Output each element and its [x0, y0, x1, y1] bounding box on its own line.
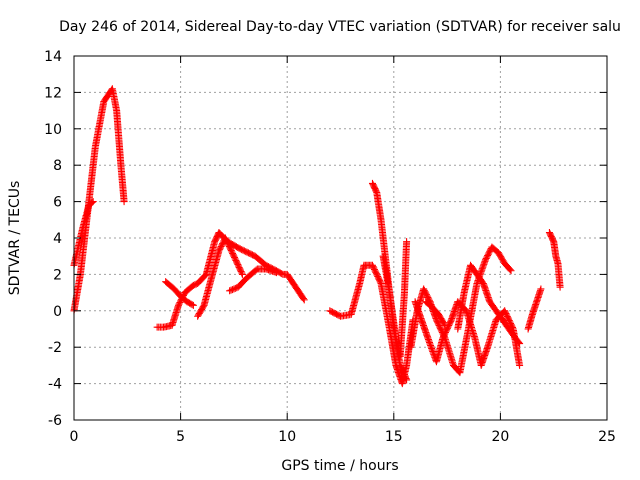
data-point — [89, 198, 97, 206]
series-arc-f — [226, 265, 281, 295]
data-point — [188, 301, 196, 309]
y-tick-label: 14 — [44, 49, 62, 65]
grid — [74, 56, 607, 420]
y-tick-label: 6 — [53, 195, 62, 211]
axis-ticks: 0 5 10 15 20 25 -6 -4 -2 0 2 4 6 8 10 12 14 — [44, 49, 616, 445]
x-tick-label: 5 — [176, 429, 185, 445]
data-point — [440, 320, 448, 328]
data-point — [506, 266, 514, 274]
data-point — [403, 376, 411, 384]
x-axis-label: GPS time / hours — [281, 458, 398, 474]
data-point — [507, 267, 515, 275]
data-point — [88, 199, 96, 207]
data-point — [120, 198, 128, 206]
x-tick-label: 10 — [278, 429, 296, 445]
series-arc-n — [524, 285, 545, 333]
x-tick-label: 20 — [491, 429, 509, 445]
data-point — [238, 270, 246, 278]
x-tick-label: 15 — [385, 429, 403, 445]
data-point — [515, 338, 523, 346]
data-point — [516, 340, 524, 348]
series-arc-e — [194, 234, 246, 320]
data-points — [70, 85, 564, 388]
data-point — [537, 285, 545, 293]
series-arc-m — [422, 298, 449, 329]
y-tick-label: 4 — [53, 231, 62, 247]
y-tick-label: 0 — [53, 304, 62, 320]
series-arc-i — [379, 238, 411, 360]
data-point — [299, 295, 307, 303]
data-point — [403, 238, 411, 246]
y-tick-label: 10 — [44, 122, 62, 138]
y-tick-label: -6 — [48, 413, 62, 429]
y-tick-label: 12 — [44, 85, 62, 101]
data-point — [556, 283, 564, 291]
x-tick-label: 0 — [70, 429, 79, 445]
data-point — [300, 296, 308, 304]
series-arc-l — [454, 261, 524, 348]
y-tick-label: 2 — [53, 267, 62, 283]
y-axis-label: SDTVAR / TECUs — [7, 181, 23, 296]
series-arc-d — [162, 278, 197, 309]
y-tick-label: -2 — [48, 340, 62, 356]
data-point — [376, 278, 384, 286]
data-point — [189, 301, 197, 309]
y-tick-label: 8 — [53, 158, 62, 174]
series-arc-o — [545, 229, 564, 291]
chart-title: Day 246 of 2014, Sidereal Day-to-day VTE… — [59, 19, 621, 35]
y-tick-label: -4 — [48, 377, 62, 393]
x-tick-label: 25 — [598, 429, 616, 445]
series-arc-k — [411, 298, 524, 369]
data-point — [441, 321, 449, 329]
data-point — [238, 269, 246, 277]
data-point — [273, 269, 281, 277]
data-point — [516, 361, 524, 369]
